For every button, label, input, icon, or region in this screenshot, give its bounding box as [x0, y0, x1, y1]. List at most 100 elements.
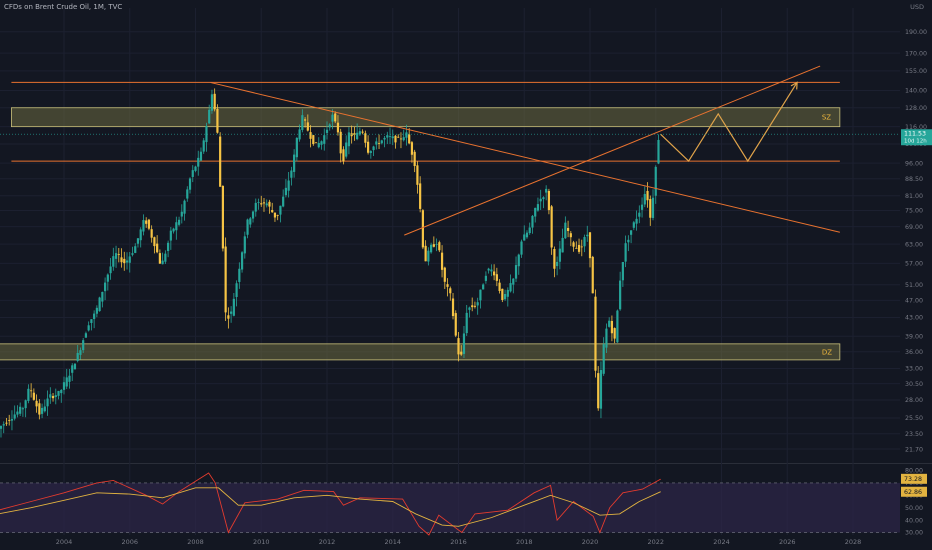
candle-body [594, 296, 597, 371]
candle-body [482, 284, 485, 290]
candle-body [361, 131, 364, 133]
candle-body [525, 232, 529, 238]
candle-body [649, 199, 652, 218]
rsi-tick-label: 30.00 [905, 530, 923, 537]
candle-body [460, 351, 463, 355]
candle-body [342, 149, 345, 162]
candle-body [136, 238, 140, 244]
candle-body [479, 289, 482, 301]
candle-body [531, 215, 534, 228]
candle-body [147, 219, 151, 229]
candle-body [46, 398, 49, 407]
candle-body [586, 234, 589, 237]
candle-body [65, 377, 68, 387]
candle-body [419, 183, 422, 209]
candle-body [580, 246, 583, 248]
candle-body [142, 220, 145, 232]
y-tick-label: 43.00 [905, 315, 923, 322]
candle-body [325, 129, 329, 133]
candle-body [410, 142, 414, 155]
candle-body [93, 313, 96, 319]
y-tick-label: 51.00 [905, 282, 923, 289]
candle-body [473, 305, 477, 307]
candle-body [21, 408, 25, 410]
candle-body [605, 328, 608, 348]
candle-body [128, 256, 131, 263]
candle-body [240, 252, 244, 270]
candle-body [328, 124, 331, 128]
candle-body [608, 320, 611, 327]
candle-body [98, 297, 101, 312]
candle-body [624, 243, 627, 262]
candle-body [314, 142, 318, 144]
last-price-tag [901, 129, 932, 146]
y-tick-label: 47.00 [905, 298, 923, 305]
y-tick-label: 81.00 [905, 193, 923, 200]
candle-body [561, 237, 564, 253]
candle-body [49, 394, 52, 398]
candle-body [51, 396, 55, 399]
candle-body [273, 212, 277, 218]
candle-body [112, 256, 115, 267]
x-tick-label: 2010 [253, 538, 270, 546]
candle-body [451, 298, 455, 317]
last-price-label: 111.53 [904, 131, 926, 138]
y-tick-label: 128.00 [905, 105, 927, 112]
candle-body [380, 140, 383, 144]
candle-body [2, 424, 5, 426]
y-tick-label: 155.00 [905, 68, 927, 75]
candle-body [493, 271, 496, 276]
candle-body [16, 411, 19, 415]
y-tick-label: 69.00 [905, 224, 923, 231]
candle-body [19, 406, 22, 414]
candle-body [366, 141, 370, 153]
y-tick-label: 63.00 [905, 241, 923, 248]
x-tick-label: 2012 [319, 538, 336, 546]
x-tick-label: 2008 [187, 538, 204, 546]
candle-body [501, 288, 504, 300]
candle-body [30, 390, 33, 392]
candle-body [153, 237, 156, 247]
candle-body [265, 203, 268, 206]
candle-body [564, 222, 567, 239]
candle-body [629, 230, 633, 235]
candle-body [287, 180, 290, 191]
candle-body [454, 313, 457, 336]
candle-body [238, 268, 241, 282]
candle-body [449, 288, 452, 294]
candle-body [547, 190, 551, 211]
y-tick-label: 33.00 [905, 366, 923, 373]
candle-body [566, 227, 570, 231]
candle-body [175, 222, 178, 231]
candle-body [416, 165, 419, 185]
candle-body [427, 250, 430, 262]
candle-body [262, 202, 266, 204]
candle-body [197, 157, 200, 167]
y-tick-label: 39.00 [905, 334, 923, 341]
candle-body [375, 141, 378, 145]
candle-body [588, 232, 592, 259]
candle-body [408, 134, 411, 144]
candle-body [101, 291, 104, 302]
candle-body [150, 229, 153, 238]
candle-body [73, 363, 77, 370]
candle-body [542, 197, 545, 200]
x-tick-label: 2026 [779, 538, 796, 546]
candle-body [602, 344, 605, 374]
rsi-line [0, 472, 661, 536]
zone-label-dz: DZ [822, 348, 832, 356]
candle-body [246, 219, 249, 235]
rsi-value-tag [901, 473, 927, 484]
rsi-ma-value-label: 62.86 [904, 489, 922, 496]
candle-body [468, 307, 471, 310]
candle-body [558, 248, 561, 262]
candle-body [191, 170, 194, 177]
candle-body [161, 260, 164, 265]
candle-body [635, 218, 638, 224]
candle-body [194, 166, 197, 171]
candle-body [388, 136, 392, 137]
candle-body [227, 315, 230, 319]
candle-body [462, 333, 466, 354]
